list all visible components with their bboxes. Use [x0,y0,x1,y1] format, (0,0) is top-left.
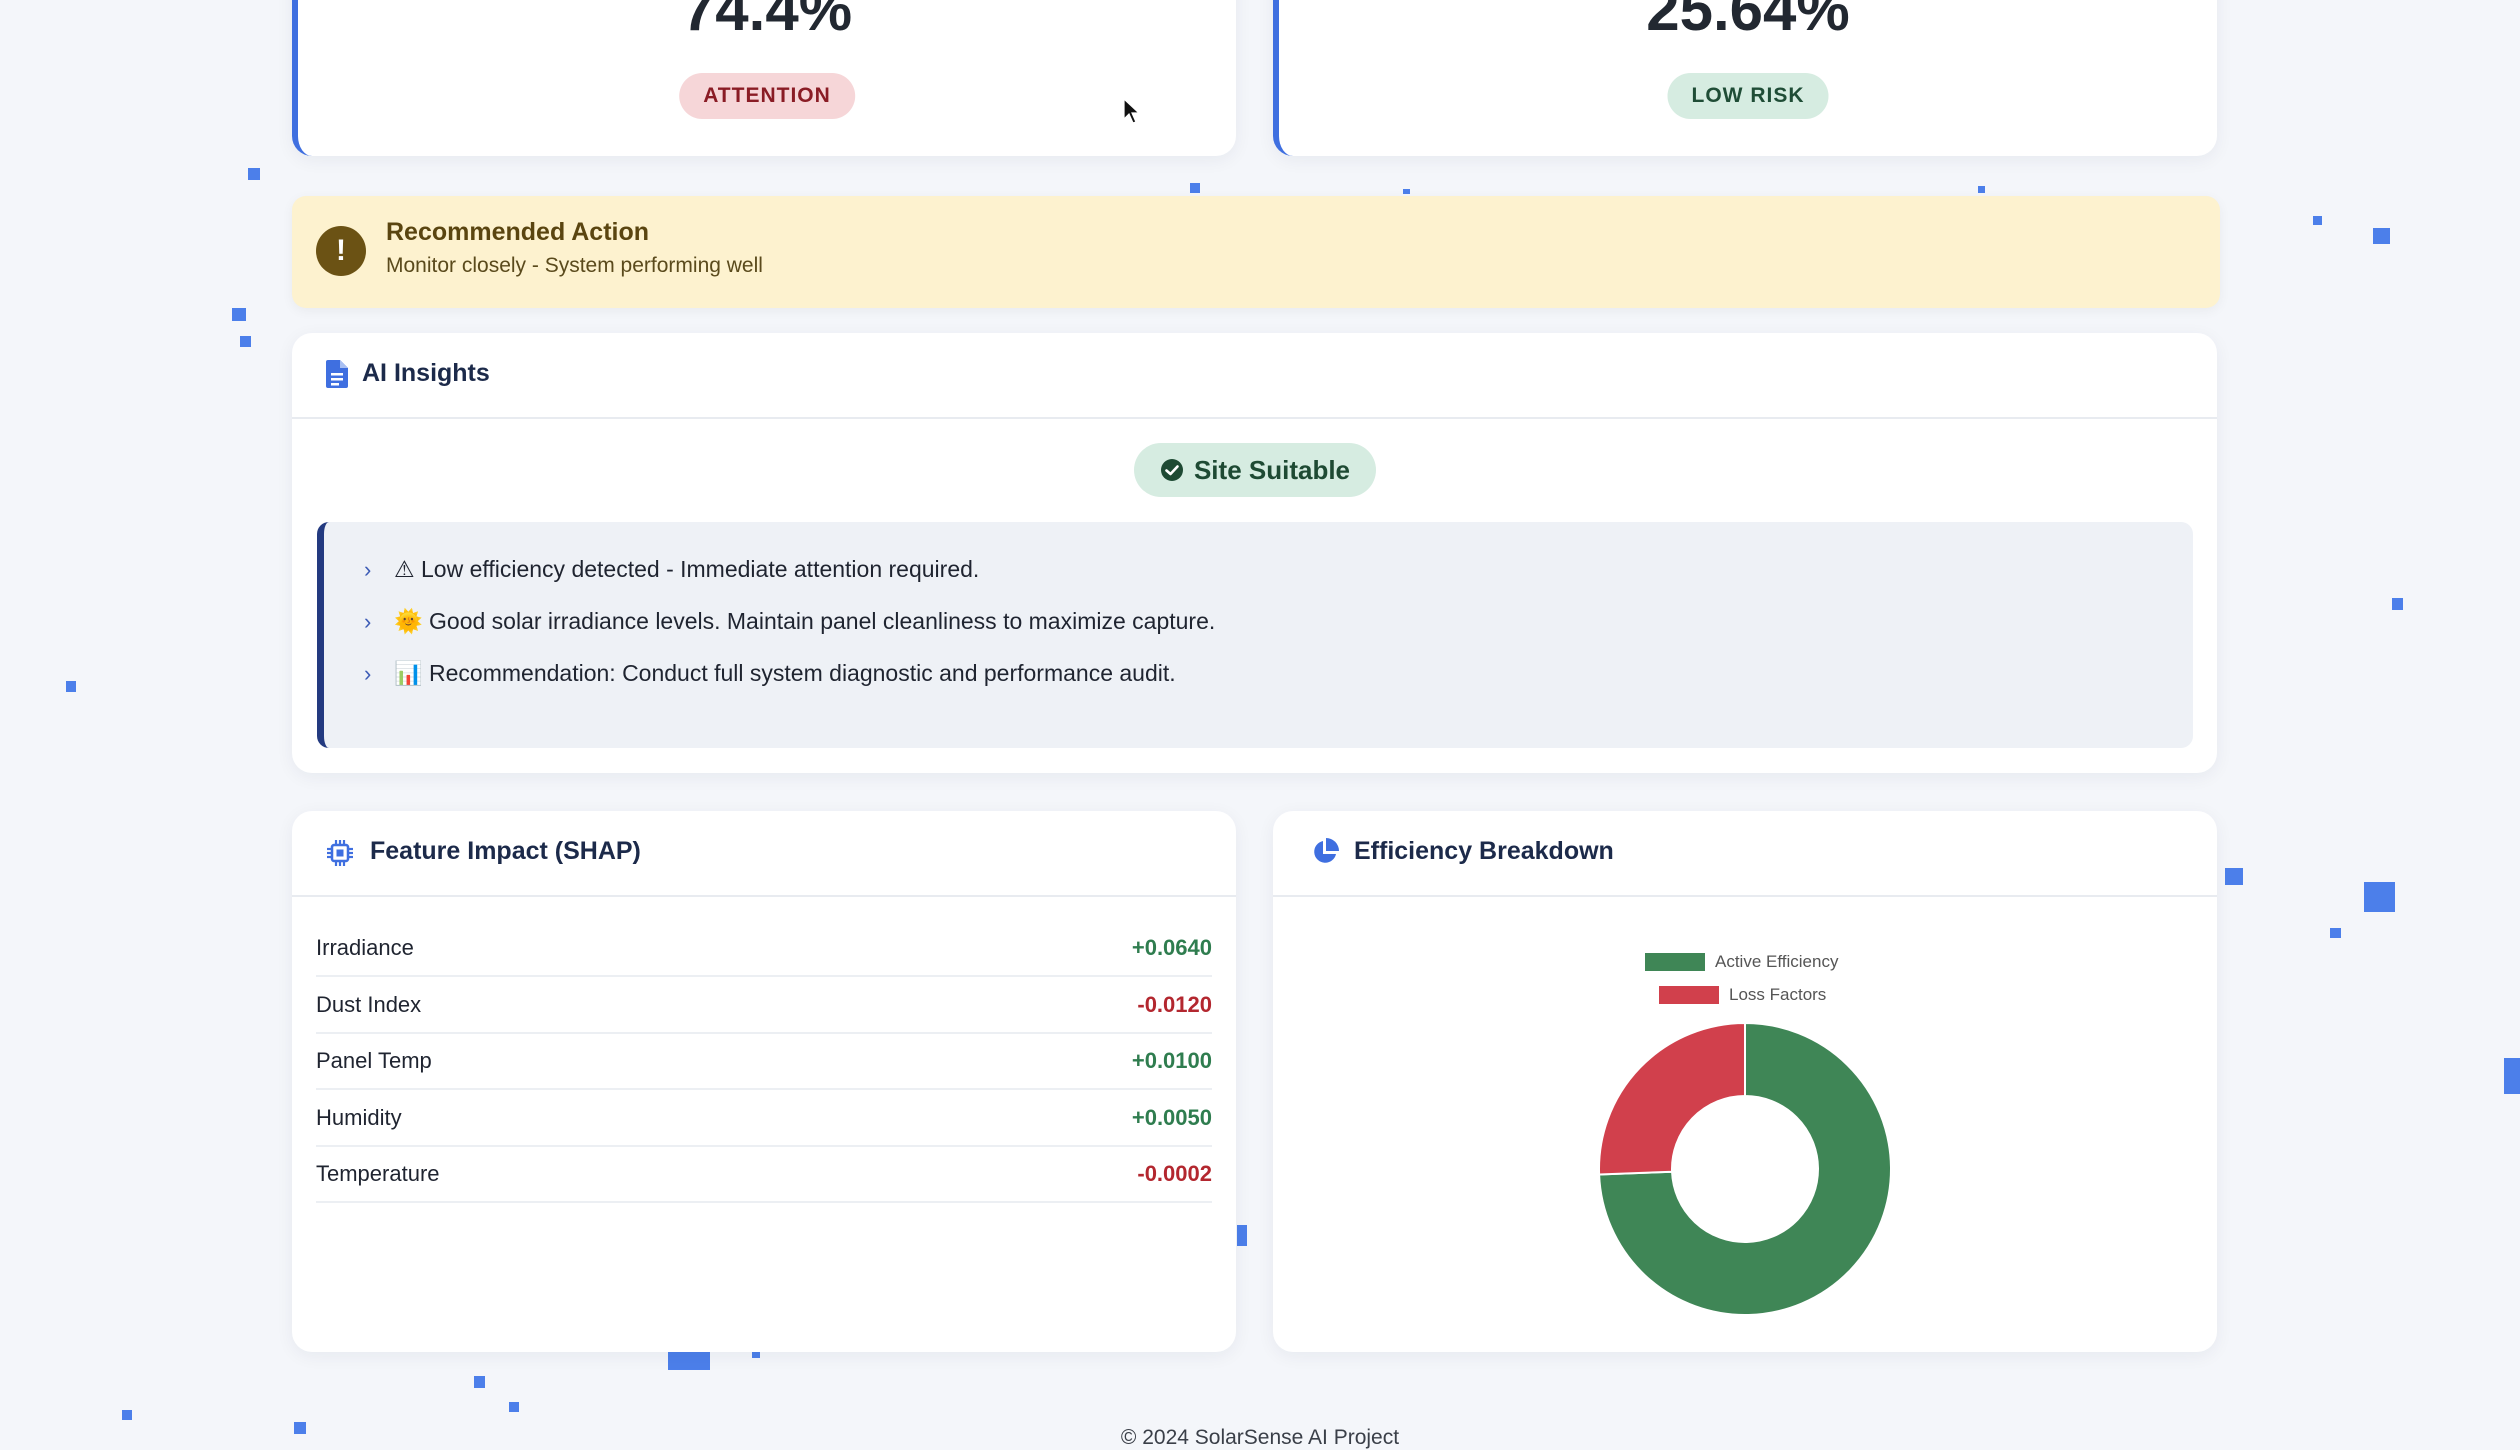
feature-name: Temperature [316,1161,440,1186]
mouse-cursor-icon [1123,98,1141,124]
feature-name: Humidity [316,1104,402,1130]
pie-chart-icon [1314,838,1339,863]
legend-swatch [1659,986,1719,1004]
footer-copyright: © 2024 SolarSense AI Project [1120,1426,1400,1449]
feature-impact-title: Feature Impact (SHAP) [370,837,641,865]
recommended-action-alert: ! Recommended Action Monitor closely - S… [292,196,2220,308]
ai-insights-title: AI Insights [362,359,490,387]
alert-description: Monitor closely - System performing well [386,254,763,277]
site-suitable-badge: Site Suitable [1134,443,1376,497]
efficiency-breakdown-header: Efficiency Breakdown [1273,811,2217,897]
check-circle-icon [1160,459,1183,481]
table-row: Irradiance +0.0640 [316,921,1212,977]
risk-metric-card: 25.64% LOW RISK [1273,0,2217,156]
chevron-right-icon: › [364,556,372,582]
feature-name: Dust Index [316,991,422,1017]
table-row: Panel Temp +0.0100 [316,1034,1212,1090]
insights-list: › ⚠ Low efficiency detected - Immediate … [317,522,2193,748]
risk-value: 25.64% [1646,0,1850,43]
list-item: › 📊 Recommendation: Conduct full system … [364,660,1176,686]
table-row: Humidity +0.0050 [316,1091,1212,1147]
feature-shap-value: -0.0002 [1137,1161,1212,1186]
chevron-right-icon: › [364,660,372,686]
feature-impact-card: Feature Impact (SHAP) [292,811,1236,1352]
bar-chart-icon: 📊 [394,660,423,686]
low-risk-badge: LOW RISK [1667,73,1829,119]
donut-slice-active-efficiency[interactable] [1598,1021,1892,1316]
legend-item-active-efficiency[interactable]: Active Efficiency [1645,952,1838,972]
sun-icon: 🌞 [394,608,423,634]
alert-title: Recommended Action [386,218,650,246]
efficiency-donut-chart [1598,1021,1892,1316]
table-row: Dust Index -0.0120 [316,978,1212,1034]
ai-insights-header: AI Insights [292,333,2217,419]
feature-shap-value: +0.0640 [1131,935,1212,960]
document-icon [326,360,348,388]
chevron-right-icon: › [364,608,372,634]
feature-shap-value: +0.0100 [1131,1048,1212,1073]
feature-shap-value: +0.0050 [1131,1104,1212,1130]
list-item: › ⚠ Low efficiency detected - Immediate … [364,556,980,582]
site-suitable-label: Site Suitable [1193,454,1351,485]
attention-badge: ATTENTION [679,73,855,119]
efficiency-value: 74.4% [681,0,853,43]
efficiency-breakdown-title: Efficiency Breakdown [1354,837,1614,865]
feature-name: Panel Temp [316,1048,432,1073]
efficiency-metric-card: 74.4% ATTENTION [292,0,1236,156]
list-item: › 🌞 Good solar irradiance levels. Mainta… [364,608,1216,634]
feature-impact-header: Feature Impact (SHAP) [292,811,1236,897]
donut-slice-loss-factors[interactable] [1598,1021,1746,1176]
feature-shap-value: -0.0120 [1137,991,1212,1017]
legend-swatch [1645,953,1705,971]
table-row: Temperature -0.0002 [316,1147,1212,1203]
chip-icon [327,840,353,866]
feature-name: Irradiance [316,935,414,960]
legend-item-loss-factors[interactable]: Loss Factors [1659,985,1826,1005]
warning-icon: ⚠ [394,556,415,582]
exclamation-icon: ! [316,226,366,276]
